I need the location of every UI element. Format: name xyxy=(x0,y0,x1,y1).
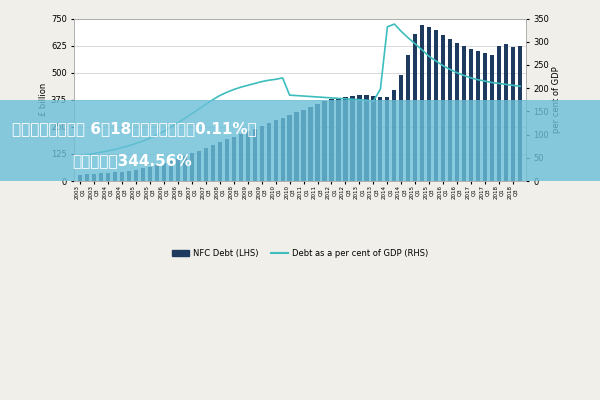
Y-axis label: per cent of GDP: per cent of GDP xyxy=(552,66,561,133)
Bar xyxy=(232,136,236,181)
Bar xyxy=(399,75,403,181)
Bar xyxy=(245,131,250,181)
Bar xyxy=(337,98,341,181)
Bar xyxy=(462,46,466,181)
Bar xyxy=(155,165,159,181)
Bar xyxy=(197,151,201,181)
Bar xyxy=(224,139,229,181)
Bar xyxy=(322,101,326,181)
Bar xyxy=(364,96,368,181)
Bar xyxy=(413,34,418,181)
Bar xyxy=(420,25,424,181)
Bar xyxy=(469,49,473,181)
Bar xyxy=(113,172,117,181)
Bar xyxy=(329,99,334,181)
Bar xyxy=(434,30,439,181)
Bar xyxy=(441,35,445,181)
Bar xyxy=(239,134,243,181)
Bar xyxy=(92,174,96,181)
Bar xyxy=(385,97,389,181)
Bar xyxy=(301,110,305,181)
Bar xyxy=(497,46,501,181)
Bar xyxy=(406,55,410,181)
Bar xyxy=(281,118,284,181)
Bar xyxy=(392,90,397,181)
Bar xyxy=(260,126,264,181)
Bar xyxy=(182,156,187,181)
Bar xyxy=(490,55,494,181)
Bar xyxy=(448,39,452,181)
Bar xyxy=(343,96,347,181)
Bar xyxy=(476,52,480,181)
Bar xyxy=(308,107,313,181)
Bar xyxy=(350,96,355,181)
Bar xyxy=(358,96,362,181)
Bar xyxy=(148,167,152,181)
Bar xyxy=(316,104,320,181)
Bar xyxy=(287,115,292,181)
Bar xyxy=(483,53,487,181)
Bar xyxy=(169,161,173,181)
Bar xyxy=(253,128,257,181)
Bar xyxy=(504,44,508,181)
Bar xyxy=(99,173,103,181)
Bar xyxy=(511,47,515,181)
Bar xyxy=(106,173,110,181)
Y-axis label: £ billion: £ billion xyxy=(39,83,48,116)
Legend: NFC Debt (LHS), Debt as a per cent of GDP (RHS): NFC Debt (LHS), Debt as a per cent of GD… xyxy=(169,246,431,261)
Bar xyxy=(211,145,215,181)
Bar xyxy=(203,148,208,181)
Bar xyxy=(134,170,138,181)
Bar xyxy=(190,154,194,181)
Bar xyxy=(518,46,522,181)
Bar xyxy=(85,174,89,181)
Bar xyxy=(218,142,222,181)
Bar xyxy=(78,174,82,181)
Bar xyxy=(455,43,460,181)
Bar xyxy=(274,120,278,181)
Text: 转股溢价率344.56%: 转股溢价率344.56% xyxy=(72,153,192,168)
Bar xyxy=(371,96,376,181)
Bar xyxy=(427,27,431,181)
Bar xyxy=(127,171,131,181)
Bar xyxy=(120,172,124,181)
Text: 网络证券融资渠道 6月18日家悦转债上涨0.11%，: 网络证券融资渠道 6月18日家悦转债上涨0.11%， xyxy=(12,121,257,136)
Bar xyxy=(379,96,382,181)
Bar xyxy=(266,123,271,181)
Bar xyxy=(176,159,180,181)
Bar xyxy=(141,168,145,181)
Bar xyxy=(162,163,166,181)
Bar xyxy=(295,112,299,181)
